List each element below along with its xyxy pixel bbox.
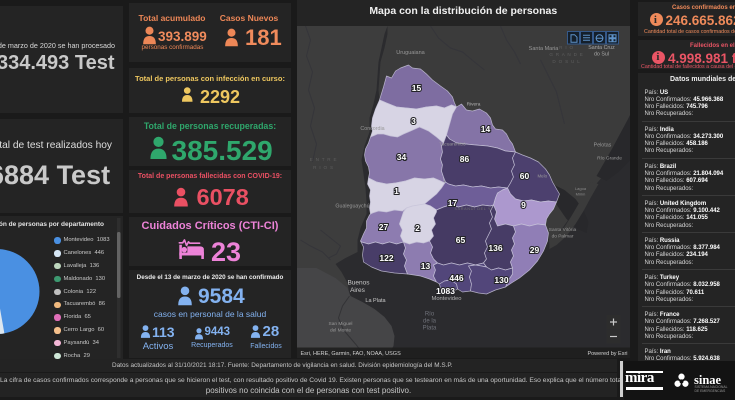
svg-text:G R A N D E: G R A N D E (549, 52, 583, 57)
svg-text:9: 9 (521, 200, 526, 210)
svg-text:122: 122 (379, 253, 393, 263)
svg-text:Pelotas: Pelotas (593, 143, 611, 149)
svg-text:SARANDI DEL YI: SARANDI DEL YI (454, 207, 492, 211)
svg-text:17: 17 (447, 198, 457, 208)
svg-text:Esri, HERE, Garmin, FAO, NOAA,: Esri, HERE, Garmin, FAO, NOAA, USGS (300, 351, 401, 357)
svg-text:D O S U L: D O S U L (552, 59, 580, 64)
svg-text:R I O: R I O (559, 45, 574, 50)
svg-text:del Monte: del Monte (329, 328, 350, 334)
svg-text:130: 130 (494, 275, 508, 285)
svg-text:E N T R E: E N T R E (309, 157, 337, 162)
svg-text:La Plata: La Plata (365, 298, 386, 304)
svg-text:Santa Vitória: Santa Vitória (548, 227, 576, 233)
svg-text:San Miguel: San Miguel (328, 321, 352, 327)
svg-text:Lagoa: Lagoa (574, 186, 586, 191)
svg-text:Tacuarembó: Tacuarembó (439, 142, 466, 148)
svg-text:3: 3 (411, 116, 416, 126)
svg-text:136: 136 (488, 243, 502, 253)
svg-text:1083: 1083 (436, 286, 455, 296)
svg-text:Santa Maria: Santa Maria (528, 46, 559, 52)
svg-text:13: 13 (420, 261, 430, 271)
svg-text:Río Grande: Río Grande (597, 156, 622, 162)
svg-text:de la: de la (422, 319, 436, 325)
svg-text:Melo: Melo (537, 174, 547, 179)
svg-text:Santa Cruz: Santa Cruz (588, 45, 615, 51)
svg-text:Plata: Plata (422, 326, 436, 332)
svg-text:Powered by Esri: Powered by Esri (587, 351, 627, 357)
svg-text:Río: Río (424, 312, 434, 318)
svg-text:Aires: Aires (350, 287, 366, 294)
svg-text:Montevideo: Montevideo (431, 296, 461, 302)
svg-text:R I O S: R I O S (313, 165, 334, 170)
svg-text:Mirim: Mirim (575, 192, 585, 197)
svg-text:Buenos: Buenos (347, 280, 370, 287)
svg-text:do Sul: do Sul (593, 52, 608, 58)
svg-text:Gualeguaychú: Gualeguaychú (335, 204, 369, 210)
svg-text:65: 65 (455, 235, 465, 245)
svg-text:2: 2 (415, 223, 420, 233)
svg-text:15: 15 (411, 83, 421, 93)
svg-text:27: 27 (378, 222, 388, 232)
svg-text:do Palmar: do Palmar (551, 234, 573, 240)
svg-text:86: 86 (459, 154, 469, 164)
svg-text:1: 1 (394, 186, 399, 196)
svg-text:446: 446 (449, 273, 463, 283)
svg-text:Uruguaiana: Uruguaiana (396, 50, 425, 56)
svg-text:29: 29 (529, 245, 539, 255)
svg-text:Rivera: Rivera (466, 102, 480, 108)
svg-text:34: 34 (396, 152, 406, 162)
svg-text:14: 14 (480, 124, 490, 134)
svg-text:60: 60 (519, 171, 529, 181)
svg-text:Concordia: Concordia (360, 126, 384, 132)
